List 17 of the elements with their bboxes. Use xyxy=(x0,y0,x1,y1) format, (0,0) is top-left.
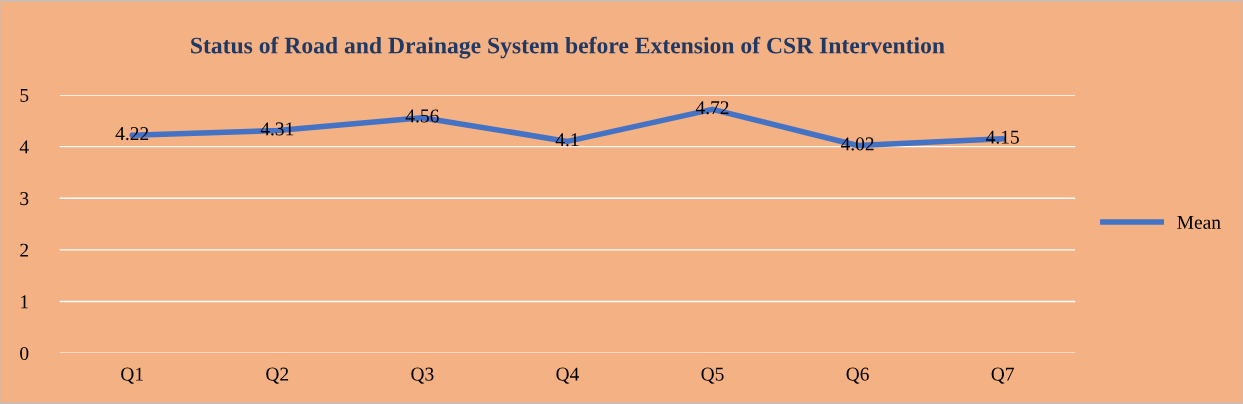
data-label: 4.22 xyxy=(115,127,149,141)
y-tick-label: 2 xyxy=(20,243,29,257)
x-tick-label: Q5 xyxy=(701,367,724,384)
x-tick-label: Q1 xyxy=(121,367,143,384)
x-tick-label: Q7 xyxy=(991,367,1014,384)
chart-title: Status of Road and Drainage System before Extension of CSR Intervention xyxy=(191,36,945,59)
legend-label: Mean xyxy=(1177,216,1221,229)
y-tick-label: 0 xyxy=(20,346,29,361)
y-tick-label: 5 xyxy=(20,88,29,102)
x-tick-label: Q2 xyxy=(266,367,289,384)
y-tick-label: 1 xyxy=(21,295,28,309)
x-tick-label: Q4 xyxy=(556,367,580,384)
y-tick-label: 4 xyxy=(19,140,29,154)
y-tick-label: 3 xyxy=(20,192,29,206)
data-label: 4.15 xyxy=(986,130,1019,144)
x-tick-label: Q6 xyxy=(846,367,869,384)
x-tick-label: Q3 xyxy=(411,367,434,384)
